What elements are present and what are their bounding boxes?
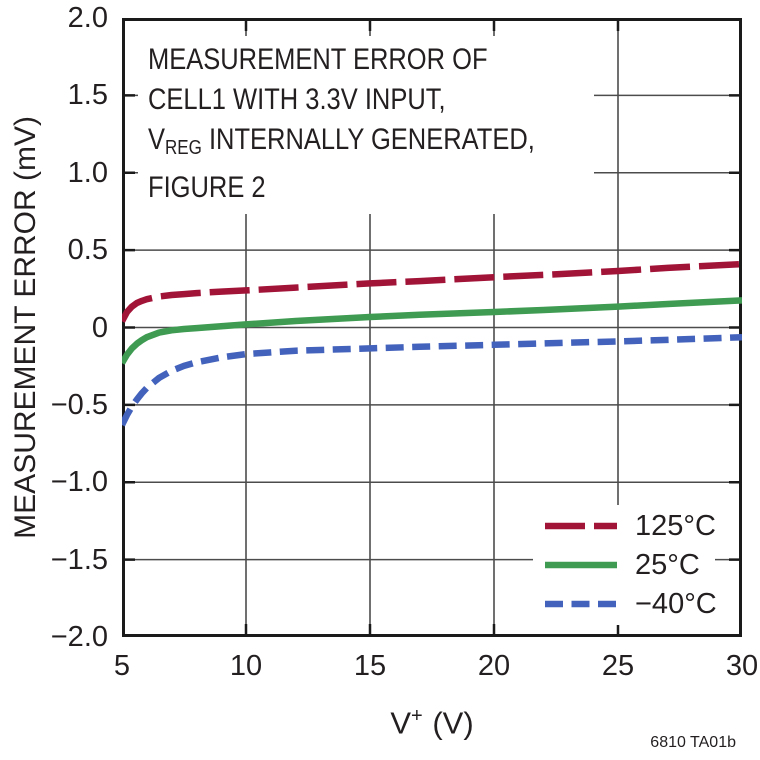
series-curve-25°C xyxy=(122,297,742,365)
plot-border xyxy=(122,18,742,637)
annotation-line-4: FIGURE 2 xyxy=(148,171,266,204)
x-tick-label: 20 xyxy=(477,650,511,682)
vreg-subscript: REG xyxy=(165,137,202,159)
series-curve-125°C xyxy=(122,260,742,323)
legend-item: −40°C xyxy=(533,585,717,624)
x-tick-label: 5 xyxy=(113,650,131,682)
annotation-line-2: CELL1 WITH 3.3V INPUT, xyxy=(148,83,446,116)
x-tick-label: 15 xyxy=(353,650,387,682)
legend-line-sample xyxy=(545,522,617,530)
legend: 125°C 25°C −40°C xyxy=(533,505,717,625)
plot-annotation: MEASUREMENT ERROR OF CELL1 WITH 3.3V INP… xyxy=(138,36,594,214)
x-tick-label: 10 xyxy=(229,650,263,682)
y-tick-label: 0 xyxy=(91,311,108,344)
annotation-line-3: VREG INTERNALLY GENERATED, xyxy=(148,123,535,159)
y-tick-label: −2.0 xyxy=(50,621,108,653)
legend-item: 25°C xyxy=(533,546,715,585)
y-tick-label: 0.5 xyxy=(67,234,108,267)
legend-label: −40°C xyxy=(635,587,717,620)
y-tick-label: 1.0 xyxy=(67,156,108,189)
legend-line-sample xyxy=(545,561,617,569)
legend-label: 125°C xyxy=(635,509,716,542)
part-number-watermark: 6810 TA01b xyxy=(650,734,736,751)
x-tick-label: 25 xyxy=(601,650,635,682)
y-tick-label: 2.0 xyxy=(67,2,108,34)
y-tick-label: −1.0 xyxy=(50,466,108,499)
annotation-line-1: MEASUREMENT ERROR OF xyxy=(148,43,488,76)
x-axis-title: V+ (V) xyxy=(390,705,474,741)
y-tick-label: 1.5 xyxy=(67,79,108,112)
legend-line-sample xyxy=(545,600,617,608)
y-tick-label: −0.5 xyxy=(50,388,108,421)
series-curve-−40°C xyxy=(122,333,742,427)
legend-label: 25°C xyxy=(635,548,700,581)
legend-item: 125°C xyxy=(533,507,716,546)
y-tick-label: −1.5 xyxy=(50,543,108,576)
plot-area xyxy=(122,18,742,637)
v-plus-superscript: + xyxy=(411,705,424,727)
x-tick-label: 30 xyxy=(725,650,759,682)
